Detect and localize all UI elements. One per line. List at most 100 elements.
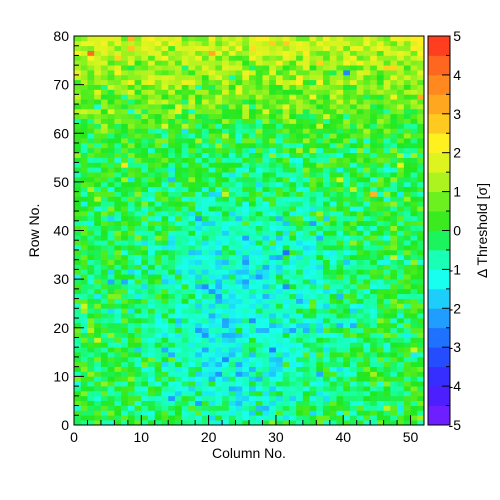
heatmap-cell <box>215 118 223 124</box>
heatmap-cell <box>282 269 290 275</box>
heatmap-cell <box>349 405 358 411</box>
heatmap-cell <box>168 94 176 100</box>
heatmap-cell <box>417 342 425 348</box>
heatmap-cell <box>195 318 203 324</box>
heatmap-cell <box>249 405 257 411</box>
heatmap-cell <box>242 84 250 90</box>
heatmap-cell <box>343 186 351 192</box>
heatmap-cell <box>269 89 277 95</box>
heatmap-cell <box>370 133 378 139</box>
heatmap-cell <box>87 303 95 309</box>
heatmap-cell <box>195 381 203 387</box>
heatmap-cell <box>94 356 102 363</box>
heatmap-cell <box>188 162 196 168</box>
heatmap-cell <box>282 133 290 139</box>
heatmap-cell <box>74 279 82 285</box>
heatmap-cell <box>343 327 351 333</box>
heatmap-cell <box>134 225 142 231</box>
heatmap-cell <box>363 162 371 168</box>
heatmap-cell <box>235 303 243 309</box>
heatmap-cell <box>383 152 391 158</box>
heatmap-cell <box>114 337 122 343</box>
heatmap-cell <box>80 220 88 226</box>
heatmap-cell <box>417 279 425 285</box>
heatmap-cell <box>174 342 183 348</box>
heatmap-cell <box>208 376 216 382</box>
heatmap-cell <box>74 55 82 61</box>
heatmap-cell <box>390 79 398 85</box>
heatmap-cell <box>302 133 310 139</box>
heatmap-cell <box>296 390 304 397</box>
heatmap-cell <box>141 293 149 299</box>
colorbar-tick-label: -5 <box>449 417 462 433</box>
heatmap-cell <box>255 298 263 304</box>
heatmap-cell <box>316 157 324 163</box>
heatmap-cell <box>127 322 135 329</box>
heatmap-cell <box>127 157 135 163</box>
heatmap-cell <box>168 308 176 314</box>
heatmap-cell <box>275 352 283 358</box>
heatmap-cell <box>390 142 398 149</box>
heatmap-cell <box>174 371 183 377</box>
heatmap-cell <box>141 366 149 372</box>
heatmap-cell <box>148 288 156 295</box>
heatmap-cell <box>275 108 283 115</box>
heatmap-cell <box>255 50 263 56</box>
heatmap-cell <box>121 318 129 324</box>
heatmap-cell <box>275 332 283 338</box>
heatmap-cell <box>168 118 176 124</box>
heatmap-cell <box>161 70 169 76</box>
heatmap-cell <box>397 322 405 329</box>
heatmap-cell <box>249 55 257 61</box>
heatmap-cell <box>302 215 310 222</box>
heatmap-cell <box>127 240 135 246</box>
heatmap-cell <box>148 376 156 382</box>
heatmap-cell <box>410 40 418 47</box>
heatmap-cell <box>255 84 263 90</box>
heatmap-cell <box>329 318 337 324</box>
heatmap-cell <box>383 269 391 275</box>
heatmap-cell <box>269 405 277 411</box>
heatmap-cell <box>376 308 384 314</box>
heatmap-cell <box>249 60 257 66</box>
heatmap-cell <box>343 283 351 290</box>
heatmap-cell <box>343 55 351 61</box>
heatmap-cell <box>269 288 277 295</box>
heatmap-cell <box>417 318 425 324</box>
heatmap-cell <box>94 361 102 367</box>
heatmap-cell <box>275 167 283 173</box>
heatmap-cell <box>181 259 189 265</box>
heatmap-cell <box>161 50 169 56</box>
heatmap-cell <box>94 415 102 421</box>
heatmap-cell <box>309 420 317 426</box>
heatmap-cell <box>242 269 250 275</box>
heatmap-cell <box>215 400 223 406</box>
heatmap-cell <box>141 172 149 178</box>
heatmap-cell <box>249 45 257 51</box>
heatmap-cell <box>289 288 297 295</box>
heatmap-cell <box>309 308 317 314</box>
heatmap-cell <box>94 181 102 188</box>
heatmap-cell <box>228 308 236 314</box>
heatmap-cell <box>154 104 162 110</box>
heatmap-cell <box>148 133 156 139</box>
heatmap-cell <box>249 269 257 275</box>
heatmap-cell <box>383 386 391 392</box>
heatmap-cell <box>269 138 277 144</box>
heatmap-cell <box>134 371 142 377</box>
heatmap-cell <box>87 191 95 197</box>
heatmap-cell <box>329 138 337 144</box>
heatmap-cell <box>282 274 290 280</box>
heatmap-cell <box>127 128 135 134</box>
heatmap-cell <box>121 215 129 222</box>
heatmap-cell <box>222 196 230 202</box>
heatmap-cell <box>349 40 358 47</box>
heatmap-cell <box>148 308 156 314</box>
heatmap-cell <box>121 201 129 207</box>
heatmap-cell <box>80 177 88 183</box>
heatmap-cell <box>255 186 263 192</box>
heatmap-cell <box>94 152 102 158</box>
heatmap-cell <box>410 259 418 265</box>
heatmap-cell <box>134 50 142 56</box>
heatmap-cell <box>107 356 115 363</box>
